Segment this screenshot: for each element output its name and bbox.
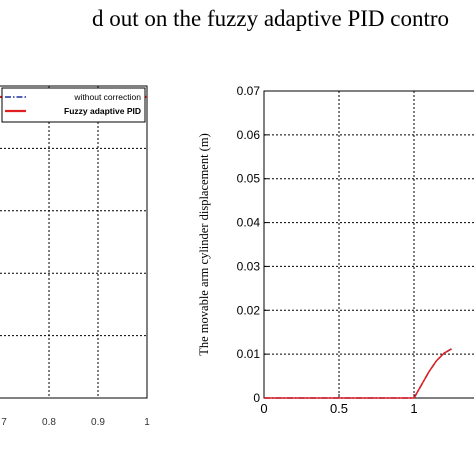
right-chart: 0 0.01 0.02 0.03 0.04 0.05 0.06 0.07 0 0.5 1 The mo… bbox=[197, 84, 474, 416]
right-y-tick-label-3: 0.03 bbox=[237, 259, 261, 273]
caption-text: d out on the fuzzy adaptive PID contro bbox=[92, 6, 450, 31]
right-plot-frame bbox=[263, 90, 474, 399]
right-y-tick-label-4: 0.04 bbox=[237, 216, 261, 230]
caption-line: d out on the fuzzy adaptive PID contro bbox=[0, 0, 474, 46]
right-x-tick-label-0: 0 bbox=[260, 401, 267, 416]
right-y-tick-label-2: 0.02 bbox=[237, 303, 261, 317]
right-series-line-0 bbox=[264, 348, 452, 399]
left-x-tick-label-2: 0.9 bbox=[91, 417, 105, 428]
left-x-tick-label-0: 7 bbox=[1, 417, 7, 428]
left-legend-label-1: Fuzzy adaptive PID bbox=[64, 106, 141, 116]
left-x-tick-label-3: 1 bbox=[144, 417, 150, 428]
right-x-tick-label-2: 1 bbox=[410, 401, 417, 416]
left-legend-box bbox=[1, 87, 146, 123]
right-y-tick-label-0: 0 bbox=[253, 391, 260, 405]
left-plot-frame bbox=[0, 85, 148, 399]
right-y-axis-label: The movable arm cylinder displacement (m… bbox=[197, 133, 211, 356]
left-legend-label-0: without correction bbox=[73, 92, 141, 102]
right-series-line-1 bbox=[264, 348, 452, 399]
right-y-tick-label-1: 0.01 bbox=[237, 347, 261, 361]
right-y-tick-label-6: 0.06 bbox=[237, 128, 261, 142]
left-chart: without correction Fuzzy adaptive PID 7 0.8… bbox=[0, 85, 150, 428]
right-y-tick-label-7: 0.07 bbox=[237, 84, 261, 98]
right-x-tick-label-1: 0.5 bbox=[330, 401, 348, 416]
left-x-tick-label-1: 0.8 bbox=[42, 417, 56, 428]
right-y-tick-label-5: 0.05 bbox=[237, 172, 261, 186]
